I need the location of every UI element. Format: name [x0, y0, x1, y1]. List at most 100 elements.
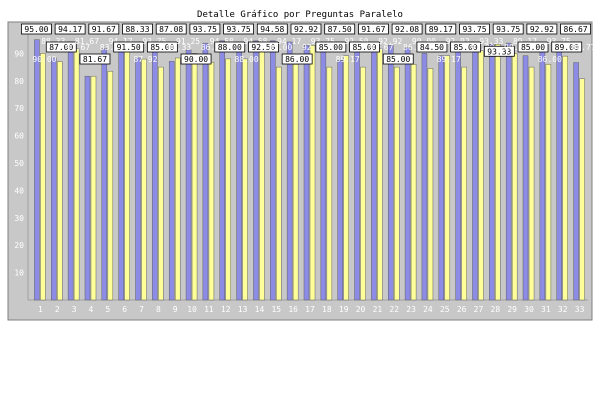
bar-series-2-14	[259, 46, 265, 301]
data-label: 86.00	[285, 55, 309, 64]
x-tick-label: 24	[423, 305, 433, 314]
data-label: 85.00	[150, 43, 174, 52]
data-label-box	[483, 45, 515, 57]
bar-series-2-2	[57, 61, 63, 301]
x-tick-label: 33	[575, 305, 585, 314]
data-label-box	[256, 23, 288, 35]
bar-series-1-22	[387, 45, 394, 301]
data-label: 87.08	[159, 25, 183, 34]
bar-series-2-7	[141, 58, 147, 301]
data-label: 94.17	[58, 25, 82, 34]
bar-series-2-1	[40, 53, 46, 301]
data-label: 91.00	[470, 43, 494, 52]
data-label-box	[459, 23, 490, 35]
data-label: 91.67	[361, 25, 385, 34]
data-label: 88.00	[218, 43, 242, 52]
x-tick-label: 30	[524, 305, 534, 314]
data-label: 88.00	[235, 55, 259, 64]
x-tick-label: 22	[389, 305, 399, 314]
data-label: 81.67	[83, 55, 107, 64]
x-tick-label: 3	[72, 305, 77, 314]
data-label-box	[214, 41, 246, 53]
data-label: 83.49	[100, 43, 124, 52]
bar-series-1-5	[101, 48, 108, 301]
data-label-box	[382, 53, 414, 65]
bar-series-2-11	[208, 61, 215, 301]
bar-series-2-10	[191, 53, 198, 301]
bar-series-2-20	[360, 66, 366, 301]
x-tick-label: 11	[204, 305, 214, 314]
data-label: 93.75	[547, 37, 571, 46]
data-label: 91.67	[92, 25, 116, 34]
x-tick-label: 5	[105, 305, 110, 314]
bar-series-1-15	[270, 40, 276, 301]
data-label-box	[560, 23, 591, 35]
x-tick-label: 4	[89, 305, 94, 314]
data-label: 86.78	[201, 43, 225, 52]
bar-series-2-30	[528, 66, 535, 301]
x-tick-label: 29	[507, 305, 517, 314]
data-label: 92.92	[302, 43, 326, 52]
x-tick-label: 10	[187, 305, 197, 314]
data-label-box	[79, 53, 111, 65]
y-tick-label: 10	[14, 269, 24, 278]
x-tick-label: 32	[558, 305, 568, 314]
bar-series-1-31	[539, 45, 546, 301]
bar-series-1-10	[185, 49, 192, 301]
x-tick-label: 20	[356, 305, 366, 314]
bar-series-2-6	[124, 49, 130, 301]
bar-series-2-31	[545, 64, 552, 301]
y-tick-label: 80	[14, 77, 24, 86]
data-label: 92.92	[530, 25, 554, 34]
y-tick-label: 40	[14, 186, 24, 195]
y-tick-label: 20	[14, 241, 24, 250]
bar-series-1-1	[34, 39, 40, 301]
data-label-box	[248, 41, 279, 53]
data-label: 85.00	[454, 43, 478, 52]
x-tick-label: 16	[288, 305, 298, 314]
bar-series-1-26	[455, 45, 461, 301]
data-label: 81.67	[75, 37, 99, 46]
bar-series-1-12	[219, 40, 226, 301]
data-label: 93.75	[496, 25, 520, 34]
data-label-box	[290, 23, 322, 35]
x-tick-label: 28	[491, 305, 501, 314]
bar-series-1-23	[404, 47, 411, 301]
chart-title: Detalle Gráfico por Preguntas Paralelo	[197, 10, 403, 20]
bar-series-2-22	[393, 66, 400, 301]
data-label: 93.33	[487, 47, 511, 56]
x-tick-label: 27	[474, 305, 484, 314]
data-label: 90.00	[184, 55, 208, 64]
data-label: 85.00	[352, 43, 376, 52]
data-label: 89.17	[513, 37, 537, 46]
data-label-box	[450, 41, 482, 53]
data-label: 92.92	[294, 25, 318, 34]
data-label: 92.50	[251, 43, 275, 52]
bar-series-1-29	[505, 42, 512, 301]
data-label: 88.33	[41, 37, 65, 46]
data-label: 92.08	[395, 25, 419, 34]
bar-series-2-27	[478, 50, 484, 301]
data-label: 94.17	[277, 37, 301, 46]
x-tick-label: 1	[38, 305, 43, 314]
bar-series-1-17	[303, 45, 310, 301]
bar-series-2-23	[410, 64, 417, 301]
data-label: 85.00	[319, 43, 343, 52]
bar-series-2-21	[377, 48, 383, 301]
data-label: 92.92	[378, 37, 402, 46]
data-label-box	[425, 23, 457, 35]
bar-series-1-16	[286, 41, 293, 301]
data-label-box	[391, 23, 423, 35]
data-label: 88.33	[125, 25, 149, 34]
data-label: 94.17	[109, 37, 133, 46]
bar-series-1-18	[320, 42, 327, 301]
x-tick-label: 23	[406, 305, 416, 314]
data-label-box	[113, 41, 145, 53]
bar-series-1-14	[253, 40, 259, 301]
data-label: 90.00	[412, 37, 436, 46]
bar-series-2-15	[276, 66, 282, 301]
x-tick-label: 26	[457, 305, 467, 314]
bar-series-2-4	[90, 75, 97, 301]
data-label: 86.00	[403, 43, 427, 52]
